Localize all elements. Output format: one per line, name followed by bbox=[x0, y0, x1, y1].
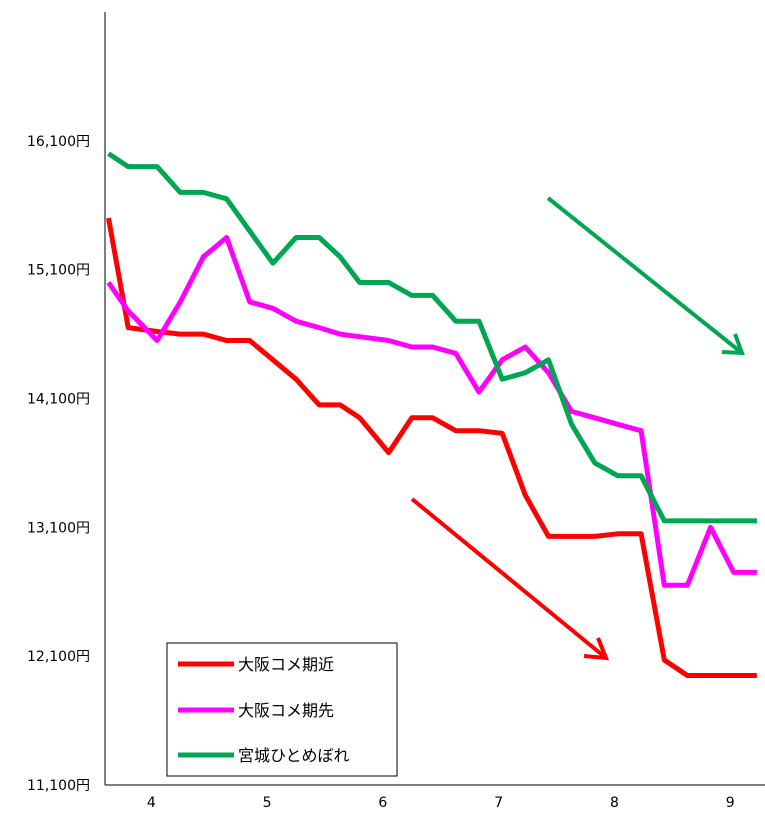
y-tick-label: 16,100円 bbox=[27, 134, 90, 150]
y-tick-labels: 11,100円 12,100円 13,100円 14,100円 15,100円 … bbox=[27, 134, 90, 794]
x-tick-label: 5 bbox=[263, 795, 272, 811]
y-tick-label: 13,100円 bbox=[27, 520, 90, 536]
x-tick-label: 8 bbox=[610, 795, 619, 811]
series-line-miyagi-hitomebore bbox=[107, 151, 757, 524]
legend-item: 大阪コメ期先 bbox=[178, 701, 334, 720]
x-tick-label: 4 bbox=[147, 795, 156, 811]
legend-item: 宮城ひとめぼれ bbox=[178, 746, 350, 765]
green-trend-arrow-icon bbox=[546, 196, 745, 356]
x-tick-label: 7 bbox=[494, 795, 503, 811]
y-tick-label: 14,100円 bbox=[27, 392, 90, 408]
series-line-osaka-near bbox=[106, 217, 757, 678]
legend-label: 大阪コメ期近 bbox=[238, 655, 334, 674]
y-tick-label: 12,100円 bbox=[27, 649, 90, 665]
series-line-osaka-far bbox=[106, 235, 757, 588]
legend-label: 大阪コメ期先 bbox=[238, 701, 334, 720]
x-tick-label: 6 bbox=[378, 795, 387, 811]
legend: 大阪コメ期近 大阪コメ期先 宮城ひとめぼれ bbox=[166, 642, 398, 777]
red-trend-arrow-icon bbox=[410, 497, 610, 661]
y-tick-label: 15,100円 bbox=[27, 263, 90, 279]
x-tick-labels: 4 5 6 7 8 9 bbox=[147, 795, 735, 811]
trend-arrows bbox=[410, 196, 745, 661]
y-tick-label: 11,100円 bbox=[27, 778, 90, 794]
legend-item: 大阪コメ期近 bbox=[178, 655, 334, 674]
legend-label: 宮城ひとめぼれ bbox=[238, 746, 350, 765]
series-lines bbox=[106, 151, 757, 678]
x-tick-label: 9 bbox=[726, 795, 735, 811]
